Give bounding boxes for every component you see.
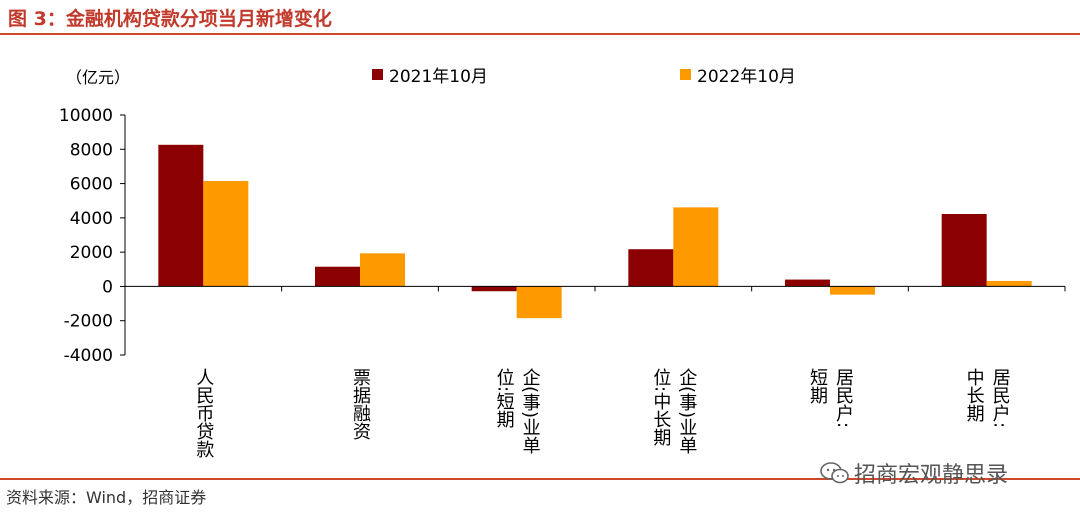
- watermark-text: 招商宏观静思录: [854, 463, 1009, 488]
- bar-2021-3: [628, 249, 674, 287]
- x-category-label: 居民户: 短期: [806, 368, 854, 478]
- bar-2022-0: [203, 180, 249, 287]
- bar-2021-4: [785, 279, 830, 287]
- bar-2022-3: [673, 207, 719, 287]
- bar-2022-5: [986, 280, 1032, 287]
- bar-2022-1: [360, 253, 405, 287]
- bar-2022-2: [516, 286, 562, 319]
- x-category-label: 人民币贷款: [192, 368, 214, 478]
- y-tick-label: 8000: [70, 140, 113, 160]
- y-tick-label: 10000: [59, 106, 113, 126]
- y-tick-label: -4000: [64, 346, 113, 366]
- x-category-label-line: 企(事)业单: [676, 368, 698, 455]
- wechat-icon: [820, 462, 849, 484]
- legend-item-2021: 2021年10月: [372, 62, 488, 87]
- legend-label-2022: 2022年10月: [697, 67, 796, 87]
- footer-divider: [0, 478, 1080, 480]
- x-category-label-line: 居民户:: [833, 368, 854, 429]
- x-category-label: 居民户: 中长期: [963, 368, 1011, 478]
- x-category-label: 企(事)业单 位:中长期: [649, 368, 697, 478]
- source-note: 资料来源：Wind，招商证券: [6, 488, 207, 507]
- bar-2021-2: [471, 286, 517, 292]
- y-tick-label: 6000: [70, 175, 113, 195]
- bar-2022-4: [830, 286, 875, 295]
- x-category-label-line: 位:中长期: [650, 368, 672, 447]
- y-axis-unit-label: （亿元）: [66, 68, 131, 87]
- y-tick-label: -2000: [64, 312, 113, 332]
- watermark: 招商宏观静思录: [820, 457, 1008, 489]
- y-tick-label: 0: [102, 277, 113, 297]
- x-category-label-line: 短期: [807, 368, 828, 404]
- x-category-label-line: 居民户:: [989, 368, 1011, 429]
- x-category-label-line: 位:短期: [493, 368, 515, 429]
- legend-swatch-2021: [372, 69, 383, 80]
- legend-label-2021: 2021年10月: [389, 67, 488, 87]
- x-category-label-line: 企(事)业单: [519, 368, 541, 455]
- bar-2021-5: [941, 214, 987, 287]
- x-category-label-line: 人民币贷款: [193, 368, 215, 458]
- bar-2021-1: [315, 266, 360, 287]
- y-tick-label: 2000: [70, 243, 113, 263]
- x-category-label-line: 票据融资: [350, 368, 371, 440]
- legend-item-2022: 2022年10月: [680, 62, 796, 87]
- x-category-label: 企(事)业单 位:短期: [493, 368, 541, 478]
- legend-swatch-2022: [680, 69, 691, 80]
- title-divider: [0, 33, 1080, 35]
- y-tick-label: 4000: [70, 209, 113, 229]
- figure-title: 图 3：金融机构贷款分项当月新增变化: [8, 8, 332, 30]
- x-category-label: 票据融资: [349, 368, 371, 478]
- bar-2021-0: [158, 144, 204, 287]
- x-category-label-line: 中长期: [963, 368, 985, 422]
